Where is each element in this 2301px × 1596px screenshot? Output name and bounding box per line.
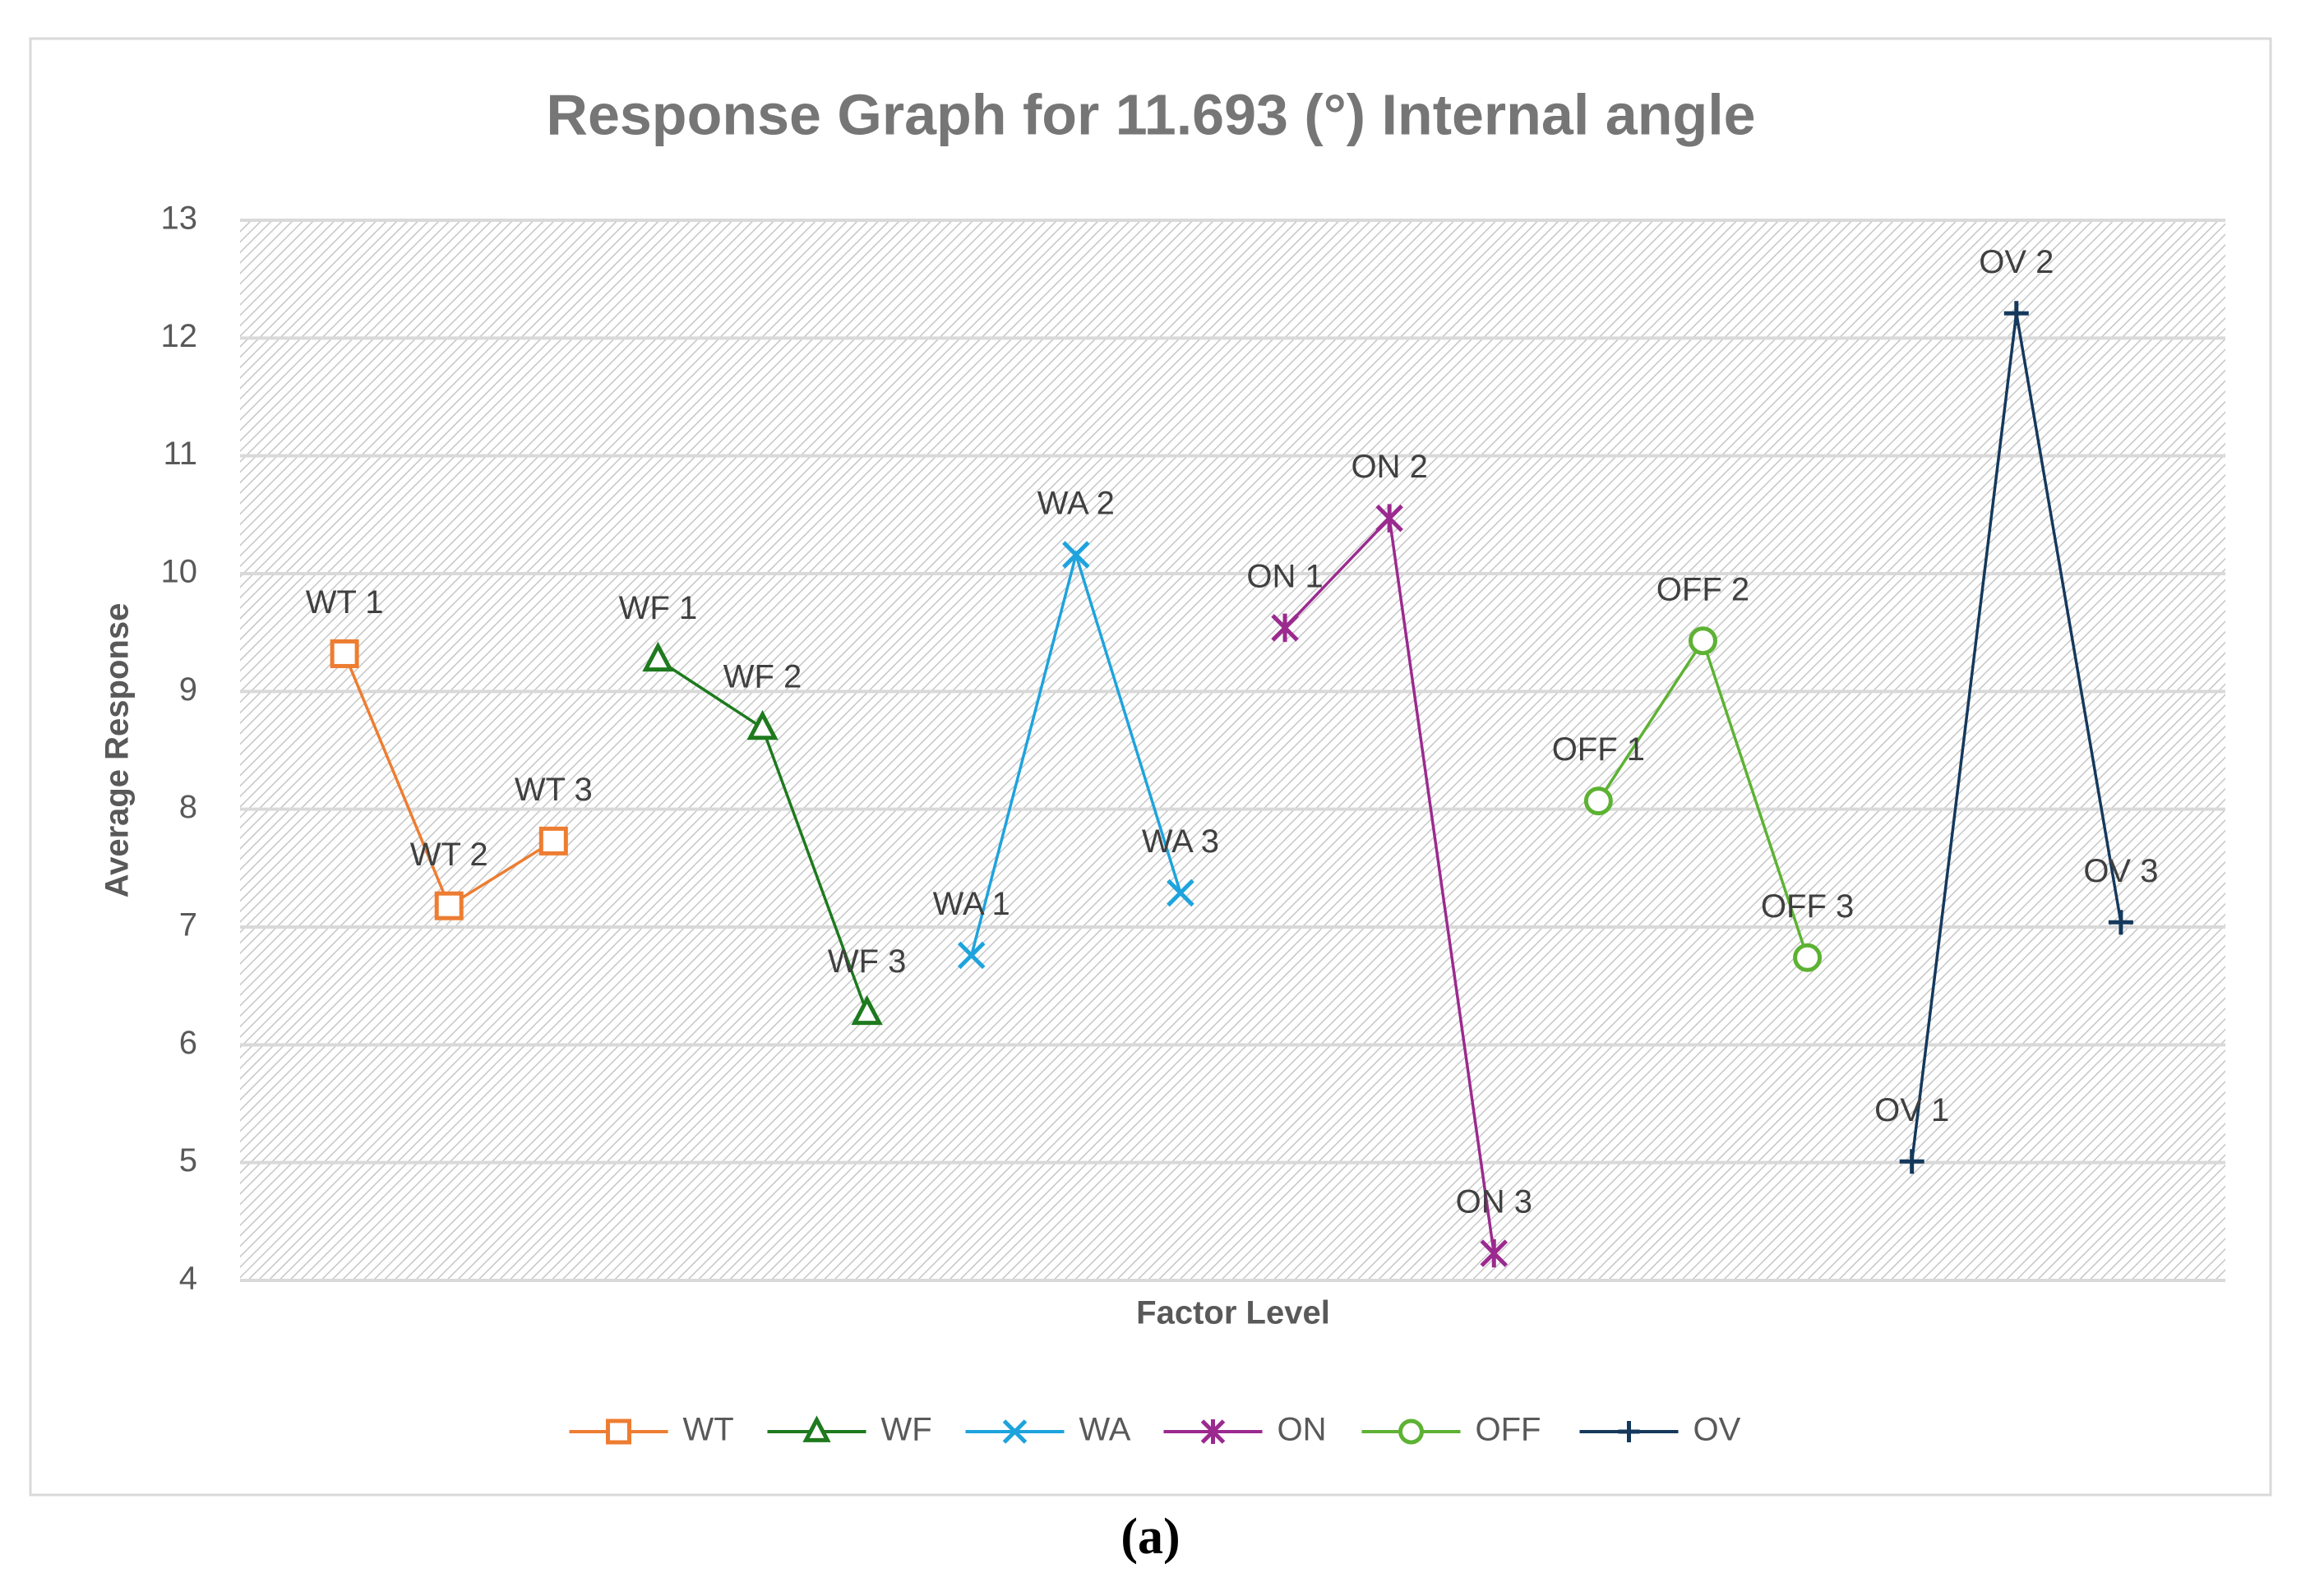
data-point-marker (606, 1418, 631, 1445)
y-tick-label: 7 (179, 907, 197, 943)
legend-item-wa: WA (965, 1412, 1131, 1448)
data-point-marker (434, 891, 464, 920)
series-wa (957, 541, 1194, 970)
series-group (330, 301, 2133, 1268)
legend-label: WF (881, 1412, 932, 1448)
data-point-marker (1002, 1419, 1028, 1444)
data-point-marker (746, 709, 779, 740)
data-label: OV 1 (1874, 1092, 1949, 1128)
legend-label: WT (683, 1412, 734, 1448)
legend: WT WF WA ON OFF OV (569, 1412, 1741, 1448)
data-point-marker (2108, 910, 2133, 935)
data-point-marker (1062, 541, 1090, 569)
data-label: WF 2 (723, 658, 802, 694)
data-point-marker (1375, 504, 1403, 533)
data-label: ON 1 (1246, 558, 1323, 594)
y-tick-label: 12 (161, 318, 198, 354)
data-point-marker (2003, 301, 2029, 326)
legend-item-off: OFF (1361, 1412, 1541, 1448)
series-off (1583, 626, 1823, 972)
legend-item-on: ON (1163, 1412, 1327, 1448)
series-on (1271, 504, 1509, 1268)
plot-area (240, 220, 2225, 1280)
data-label: ON 2 (1351, 449, 1427, 485)
data-label: ON 3 (1456, 1184, 1532, 1220)
y-tick-label: 5 (179, 1142, 197, 1179)
y-tick-label: 4 (179, 1261, 197, 1297)
data-point-marker (1899, 1149, 1924, 1174)
data-point-marker (957, 941, 986, 970)
data-label: WT 1 (306, 584, 384, 620)
y-axis-title: Average Response (99, 603, 136, 898)
y-tick-label: 10 (161, 554, 198, 590)
data-labels: WT 1 WT 2 WT 3 WF 1 WF 2 WF 3 WA 1 WA 2 WA 3 ON 1… (306, 244, 2159, 1220)
data-point-marker (1618, 1421, 1640, 1442)
data-label: WT 2 (410, 837, 488, 873)
data-point-marker (1271, 613, 1299, 643)
y-tick-label: 9 (179, 671, 197, 708)
data-label: OV 2 (1979, 244, 2054, 280)
data-point-marker (1688, 626, 1717, 656)
gridlines (240, 219, 2225, 1282)
data-label: OFF 1 (1552, 731, 1645, 768)
y-tick-label: 11 (163, 436, 197, 472)
data-point-marker (1200, 1419, 1226, 1444)
data-label: OFF 3 (1761, 888, 1854, 925)
legend-label: WA (1079, 1412, 1131, 1448)
x-axis-title: Factor Level (1136, 1295, 1330, 1331)
series-ov (1899, 301, 2133, 1174)
data-point-marker (1167, 879, 1194, 907)
series-wt (330, 639, 568, 920)
data-point-marker (330, 639, 359, 668)
legend-item-wf: WF (767, 1412, 932, 1448)
data-point-marker (1793, 943, 1823, 972)
y-tick-label: 8 (179, 789, 197, 825)
legend-label: OV (1693, 1412, 1741, 1448)
series-wf (642, 641, 883, 1026)
y-tick-label: 13 (161, 201, 198, 237)
data-label: WA 3 (1142, 823, 1219, 860)
data-label: WA 1 (933, 886, 1010, 922)
data-label: WF 1 (619, 590, 698, 626)
data-label: WA 2 (1037, 486, 1115, 522)
data-point-marker (1480, 1239, 1509, 1268)
y-axis-ticks: 4 5 6 7 8 9 10 11 12 13 (161, 201, 198, 1297)
data-point-marker (1583, 786, 1613, 816)
legend-label: OFF (1476, 1412, 1541, 1448)
data-point-marker (802, 1415, 831, 1442)
data-point-marker (642, 641, 674, 672)
y-tick-label: 6 (179, 1025, 197, 1061)
data-label: WT 3 (515, 772, 593, 808)
legend-item-wt: WT (569, 1412, 734, 1448)
data-point-marker (538, 826, 568, 856)
legend-label: ON (1278, 1412, 1327, 1448)
legend-item-ov: OV (1579, 1412, 1741, 1448)
data-point-marker (1398, 1418, 1424, 1445)
data-label: OFF 2 (1656, 571, 1749, 607)
figure-caption: (a) (1120, 1509, 1181, 1565)
data-point-marker (851, 994, 883, 1026)
data-label: OV 3 (2083, 853, 2158, 889)
chart-title: Response Graph for 11.693 (°) Internal a… (546, 82, 1755, 146)
data-label: WF 3 (828, 943, 907, 980)
